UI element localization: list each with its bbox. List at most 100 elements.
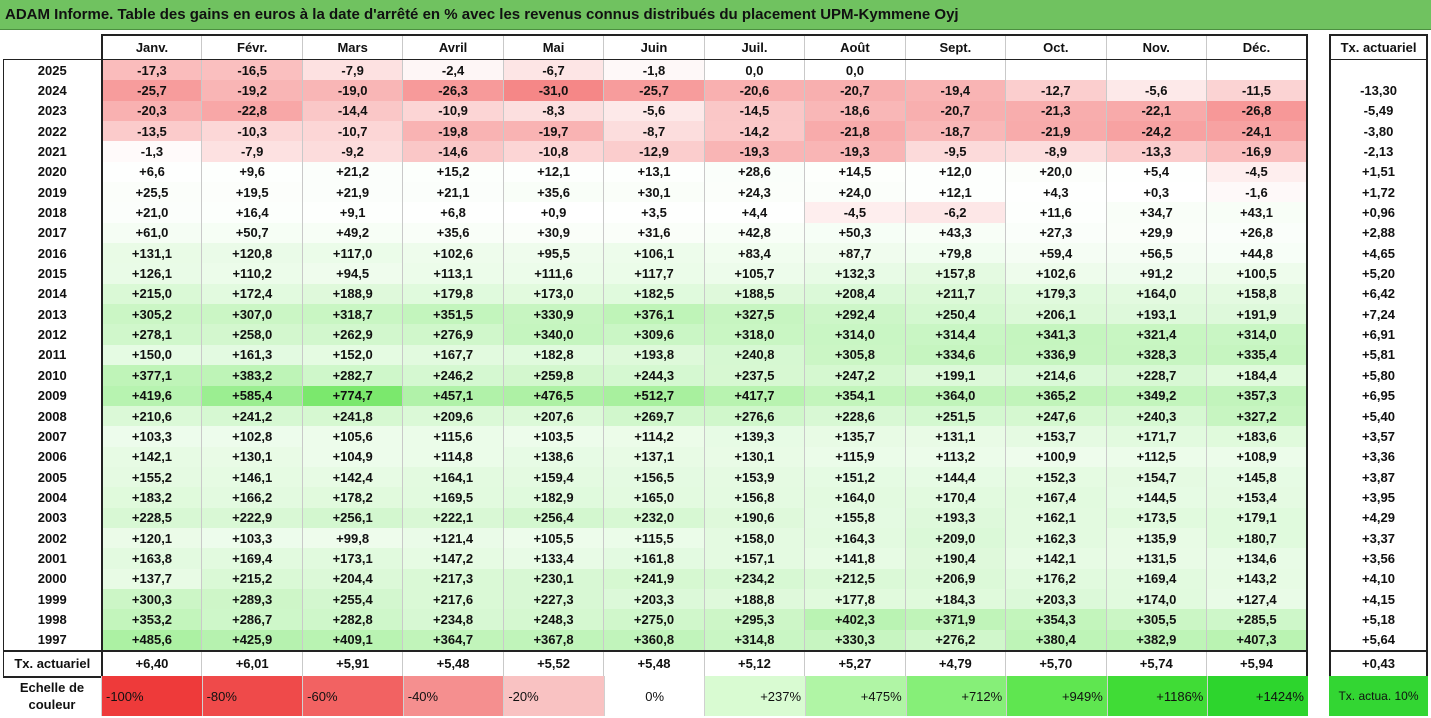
rate-row: +6,42: [1329, 283, 1428, 305]
data-cell: +99,8: [301, 527, 403, 549]
data-cell: +336,9: [1005, 344, 1107, 366]
data-cell: +179,3: [1005, 283, 1107, 305]
year-label: 2019: [3, 182, 102, 203]
data-cell: +4,3: [1005, 182, 1107, 203]
data-cell: +305,8: [804, 344, 906, 366]
data-cell: +21,9: [301, 182, 403, 203]
data-cell: +371,9: [904, 609, 1006, 630]
data-cell: +300,3: [100, 588, 202, 610]
rate-row: -3,80: [1329, 121, 1428, 142]
year-label: 2000: [3, 568, 102, 589]
data-cell: +162,1: [1005, 507, 1107, 528]
data-cell: +9,6: [201, 161, 303, 183]
data-cell: -14,6: [402, 141, 504, 162]
data-cell: +376,1: [603, 304, 705, 325]
data-cell: 0,0: [804, 59, 906, 81]
rate-row: +5,20: [1329, 263, 1428, 284]
data-cell: -8,9: [1005, 141, 1107, 162]
data-cell: +12,1: [502, 161, 604, 183]
color-scale-stop: +712%: [905, 676, 1007, 716]
rate-cell: +4,65: [1329, 243, 1428, 264]
data-cell: +177,8: [804, 588, 906, 610]
total-cell: +5,27: [804, 649, 906, 678]
color-scale-label: Echelle de couleur: [19, 680, 85, 712]
rate-cell: +3,87: [1329, 466, 1428, 488]
data-cell: -1,6: [1205, 182, 1308, 203]
header-row: Janv. Févr. Mars Avril Mai Juin Juil. Août Sept.…: [3, 34, 1308, 60]
data-cell: +417,7: [703, 385, 805, 406]
month-header-8: Août: [804, 34, 906, 60]
data-cell: +134,6: [1205, 548, 1308, 569]
data-cell: +176,2: [1005, 568, 1107, 589]
data-cell: -8,7: [603, 121, 705, 142]
data-cell: -20,7: [804, 80, 906, 101]
data-cell: +250,4: [904, 304, 1006, 325]
data-cell: +190,4: [904, 548, 1006, 569]
data-cell: +367,8: [502, 629, 604, 651]
data-cell: -11,5: [1205, 80, 1308, 101]
data-cell: +120,1: [100, 527, 202, 549]
data-cell: +24,3: [703, 182, 805, 203]
data-cell: +340,0: [502, 324, 604, 345]
data-cell: +164,1: [402, 466, 504, 488]
data-cell: +167,7: [402, 344, 504, 366]
data-cell: +26,8: [1205, 222, 1308, 244]
data-cell: +155,2: [100, 466, 202, 488]
data-cell: +102,6: [402, 243, 504, 264]
table-row: 2003 +228,5 +222,9 +256,1 +222,1 +256,4 +232,0…: [3, 507, 1308, 528]
rate-table-body: -13,30 -5,49 -3,80 -2,13 +1,51 +1,72 +0,96 +2,8…: [1329, 59, 1428, 678]
data-cell: -13,5: [100, 121, 202, 142]
data-cell: +137,1: [603, 446, 705, 467]
data-cell: +20,0: [1005, 161, 1107, 183]
data-cell: +222,9: [201, 507, 303, 528]
data-cell: -24,1: [1205, 121, 1308, 142]
data-cell: -26,8: [1205, 100, 1308, 122]
data-cell: +241,9: [603, 568, 705, 589]
data-cell: +211,7: [904, 283, 1006, 305]
data-cell: -19,2: [201, 80, 303, 101]
data-cell: -24,2: [1105, 121, 1207, 142]
data-cell: +285,5: [1205, 609, 1308, 630]
color-scale-stop: -100%: [101, 676, 202, 716]
data-cell: +27,3: [1005, 222, 1107, 244]
data-cell: +34,7: [1105, 202, 1207, 223]
data-cell: +178,2: [301, 487, 403, 508]
data-cell: +259,8: [502, 365, 604, 386]
table-row: 2019 +25,5 +19,5 +21,9 +21,1 +35,6 +30,1 +24,3 +…: [3, 182, 1308, 203]
data-cell: -26,3: [402, 80, 504, 101]
year-label: 1997: [3, 629, 102, 651]
data-cell: [904, 59, 1006, 81]
data-cell: -18,7: [904, 121, 1006, 142]
data-cell: +133,4: [502, 548, 604, 569]
data-cell: +153,9: [703, 466, 805, 488]
year-label: 2007: [3, 426, 102, 447]
data-cell: +215,0: [100, 283, 202, 305]
data-cell: +95,5: [502, 243, 604, 264]
data-cell: +318,0: [703, 324, 805, 345]
rate-cell: +5,40: [1329, 405, 1428, 427]
data-cell: +108,9: [1205, 446, 1308, 467]
data-cell: +117,7: [603, 263, 705, 284]
data-cell: +188,9: [301, 283, 403, 305]
data-cell: -1,3: [100, 141, 202, 162]
rate-row: -13,30: [1329, 80, 1428, 101]
data-cell: -2,4: [402, 59, 504, 81]
data-cell: +115,9: [804, 446, 906, 467]
data-cell: +139,3: [703, 426, 805, 447]
data-cell: +166,2: [201, 487, 303, 508]
data-cell: +227,3: [502, 588, 604, 610]
data-cell: -10,8: [502, 141, 604, 162]
data-cell: +156,5: [603, 466, 705, 488]
data-cell: +0,9: [502, 202, 604, 223]
data-cell: +209,6: [402, 405, 504, 427]
table-row: 2025 -17,3 -16,5 -7,9 -2,4 -6,7 -1,8 0,0 0,0: [3, 59, 1308, 81]
data-cell: +142,4: [301, 466, 403, 488]
data-cell: +318,7: [301, 304, 403, 325]
data-cell: +161,3: [201, 344, 303, 366]
data-cell: +335,4: [1205, 344, 1308, 366]
data-cell: -7,9: [301, 59, 403, 81]
data-cell: -22,8: [201, 100, 303, 122]
year-label: 2012: [3, 324, 102, 345]
data-cell: +247,6: [1005, 405, 1107, 427]
data-cell: -18,6: [804, 100, 906, 122]
